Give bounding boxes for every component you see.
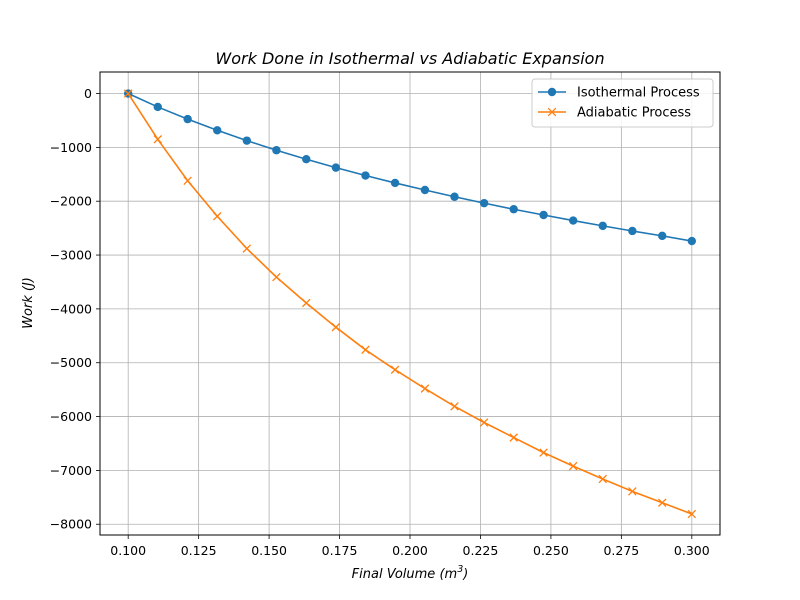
x-axis-label-superscript: 3 — [457, 564, 463, 575]
data-point — [658, 231, 667, 241]
x-tick-label: 0.100 — [110, 543, 146, 558]
x-tick-label: 0.125 — [181, 543, 217, 558]
data-point — [568, 216, 578, 225]
data-point — [687, 509, 697, 519]
series-layer — [123, 89, 697, 519]
data-point — [568, 461, 578, 471]
data-point — [153, 135, 163, 144]
x-axis-label-close: ) — [462, 567, 468, 582]
data-point — [509, 205, 518, 214]
legend-marker — [547, 87, 557, 97]
data-point — [687, 236, 697, 246]
x-tick-label: 0.175 — [322, 543, 358, 558]
chart-title: Work Done in Isothermal vs Adiabatic Exp… — [215, 49, 604, 68]
data-point — [212, 212, 222, 221]
data-point — [390, 178, 400, 188]
data-point — [361, 171, 370, 180]
data-point — [302, 155, 311, 164]
series-line — [127, 92, 692, 242]
x-tick-label: 0.300 — [674, 543, 710, 558]
legend-item: Adiabatic Process — [538, 106, 691, 121]
y-tick-label: −4000 — [50, 301, 92, 316]
data-point — [598, 474, 608, 484]
y-axis-label: Work (J) — [21, 277, 36, 329]
data-point — [420, 384, 430, 393]
data-point — [598, 221, 607, 231]
data-point — [213, 126, 222, 135]
x-tick-label: 0.225 — [463, 543, 499, 558]
y-tick-label: −8000 — [50, 517, 92, 532]
data-point — [331, 163, 341, 172]
data-point — [450, 402, 459, 411]
data-point — [242, 244, 252, 253]
y-tick-label: −5000 — [50, 355, 92, 370]
x-tick-label: 0.200 — [392, 543, 428, 558]
legend-marker — [547, 107, 557, 117]
data-point — [242, 136, 252, 145]
data-point — [450, 192, 459, 201]
x-tick-label: 0.250 — [533, 543, 569, 558]
y-tick-label: −7000 — [50, 463, 92, 478]
legend-item: Isothermal Process — [538, 86, 700, 101]
data-point — [479, 198, 489, 208]
data-point — [272, 272, 281, 282]
legend: Isothermal Process Adiabatic Process — [531, 78, 714, 128]
x-axis: 0.100 0.125 0.150 0.175 0.200 0.225 0.250 0.275… — [110, 535, 710, 558]
legend-box — [531, 78, 714, 128]
data-point — [539, 210, 548, 220]
data-point — [509, 433, 518, 442]
y-tick-label: −1000 — [50, 140, 92, 155]
y-tick-label: −3000 — [50, 248, 92, 263]
data-point — [479, 418, 489, 427]
legend-label: Adiabatic Process — [577, 106, 691, 121]
series-adiabatic — [123, 89, 697, 519]
x-axis-label: Final Volume (m3) — [352, 564, 469, 582]
x-tick-label: 0.275 — [603, 543, 639, 558]
y-axis: 0 −1000 −2000 −3000 −4000 −5000 −6000 −7000 −800… — [50, 86, 100, 532]
data-point — [183, 176, 192, 186]
data-point — [539, 448, 548, 457]
data-point — [628, 487, 637, 496]
x-axis-label-main: Final Volume (m — [352, 567, 458, 582]
legend-label: Isothermal Process — [577, 86, 700, 101]
data-point — [390, 365, 400, 374]
data-point — [657, 498, 667, 507]
y-tick-label: −2000 — [50, 194, 92, 209]
series-line — [127, 93, 693, 515]
data-point — [183, 114, 192, 124]
data-point — [302, 298, 311, 308]
data-point — [361, 345, 370, 355]
data-point — [272, 146, 281, 155]
y-tick-label: −6000 — [50, 409, 92, 424]
data-point — [123, 89, 133, 98]
data-point — [420, 185, 430, 195]
y-tick-label: 0 — [84, 86, 92, 101]
data-point — [153, 102, 162, 112]
data-point — [628, 226, 637, 236]
data-point — [331, 322, 341, 332]
x-tick-label: 0.150 — [251, 543, 287, 558]
